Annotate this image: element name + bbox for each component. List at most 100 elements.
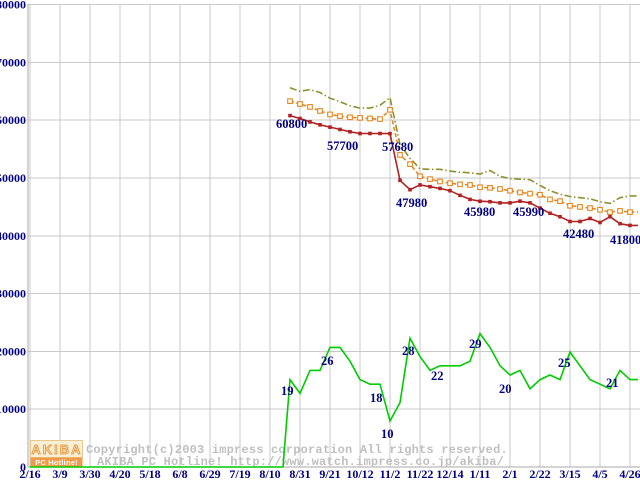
x-tick-label: 8/31 [289, 467, 310, 480]
marker-lowest-price [548, 211, 552, 216]
x-tick-label: 3/9 [52, 467, 67, 480]
marker-lowest-price [398, 178, 402, 183]
marker-average-price [417, 173, 423, 180]
marker-lowest-price [288, 113, 292, 118]
price-label: 57680 [382, 140, 413, 154]
shop-count-label: 22 [431, 369, 444, 383]
marker-average-price [517, 189, 523, 196]
site-url-text: AKIBA PC Hotline! http://www.watch.impre… [97, 455, 504, 469]
marker-average-price [477, 184, 483, 191]
x-tick-label: 3/30 [79, 467, 100, 480]
shop-count-label: 25 [558, 356, 571, 370]
x-tick-label: 11/2 [380, 467, 401, 480]
x-tick-label: 12/14 [436, 467, 463, 480]
marker-average-price [597, 206, 603, 213]
y-tick-label: 30000 [0, 287, 26, 301]
marker-lowest-price [388, 131, 392, 136]
marker-average-price [427, 176, 433, 183]
marker-lowest-price [418, 183, 422, 187]
marker-average-price [397, 152, 403, 158]
marker-average-price [317, 108, 323, 114]
x-tick-label: 2/1 [502, 467, 517, 480]
marker-average-price [537, 191, 543, 198]
price-label: 60800 [276, 117, 307, 131]
x-tick-label: 2/16 [19, 467, 40, 480]
marker-lowest-price [318, 123, 322, 127]
y-tick-label: 0 [20, 460, 26, 474]
marker-lowest-price [348, 129, 352, 134]
x-tick-label: 3/15 [559, 467, 580, 480]
marker-average-price [507, 187, 513, 194]
marker-lowest-price [338, 127, 342, 132]
x-tick-label: 9/21 [319, 467, 340, 480]
marker-lowest-price [358, 131, 362, 136]
marker-lowest-price [608, 214, 612, 219]
x-tick-label: 5/18 [139, 467, 160, 480]
shop-count-label: 18 [370, 391, 383, 405]
x-tick-label: 6/29 [199, 467, 220, 480]
shop-count-label: 21 [606, 376, 619, 390]
marker-average-price [607, 209, 613, 215]
marker-average-price [387, 106, 393, 113]
series-highest-price [289, 87, 638, 205]
logo-strip [30, 457, 83, 467]
marker-lowest-price [308, 120, 312, 124]
marker-lowest-price [378, 131, 382, 136]
x-tick-label: 7/19 [229, 467, 250, 480]
marker-lowest-price [578, 219, 582, 224]
marker-lowest-price [428, 184, 432, 189]
akiba-logo: AKIBA PC Hotline! [30, 440, 83, 467]
marker-average-price [487, 184, 493, 191]
marker-average-price [287, 98, 293, 104]
series-shop-count [30, 331, 638, 468]
marker-average-price [377, 116, 383, 122]
marker-average-price [497, 186, 503, 192]
y-tick-label: 80000 [0, 0, 26, 12]
y-tick-label: 50000 [0, 171, 26, 185]
shop-count-label: 28 [402, 344, 415, 358]
marker-lowest-price [498, 201, 502, 205]
x-tick-label: 4/5 [592, 467, 607, 480]
marker-average-price [457, 181, 463, 188]
x-tick-label: 1/11 [470, 467, 491, 480]
x-tick-label: 4/26 [619, 467, 640, 480]
price-label: 47980 [396, 196, 427, 210]
marker-lowest-price [598, 220, 602, 225]
marker-lowest-price [528, 201, 532, 205]
marker-average-price [567, 202, 573, 209]
marker-lowest-price [618, 221, 622, 226]
marker-lowest-price [408, 187, 412, 192]
y-tick-label: 20000 [0, 344, 26, 358]
marker-average-price [557, 198, 563, 204]
marker-lowest-price [328, 125, 332, 129]
shop-count-label: 10 [381, 427, 394, 441]
marker-average-price [337, 113, 343, 120]
y-tick-label: 10000 [0, 402, 26, 416]
marker-lowest-price [518, 199, 522, 203]
y-tick-label: 70000 [0, 55, 26, 69]
x-tick-label: 10/12 [346, 467, 373, 480]
marker-lowest-price [448, 188, 452, 193]
marker-average-price [587, 205, 593, 211]
shop-count-label: 26 [321, 354, 334, 368]
logo-subtitle: PC Hotline! [35, 458, 78, 467]
logo-title: AKIBA [31, 442, 82, 457]
marker-lowest-price [368, 131, 372, 136]
marker-average-price [527, 190, 533, 197]
marker-average-price [407, 161, 413, 167]
marker-lowest-price [508, 201, 512, 205]
x-tick-label: 8/10 [259, 467, 280, 480]
marker-lowest-price [558, 214, 562, 219]
shop-count-label: 29 [469, 337, 482, 351]
marker-lowest-price [438, 186, 442, 191]
shop-count-label: 20 [499, 382, 512, 396]
marker-average-price [617, 208, 623, 214]
marker-lowest-price [488, 199, 492, 204]
marker-average-price [547, 196, 553, 203]
marker-lowest-price [458, 193, 462, 198]
marker-average-price [627, 209, 633, 215]
